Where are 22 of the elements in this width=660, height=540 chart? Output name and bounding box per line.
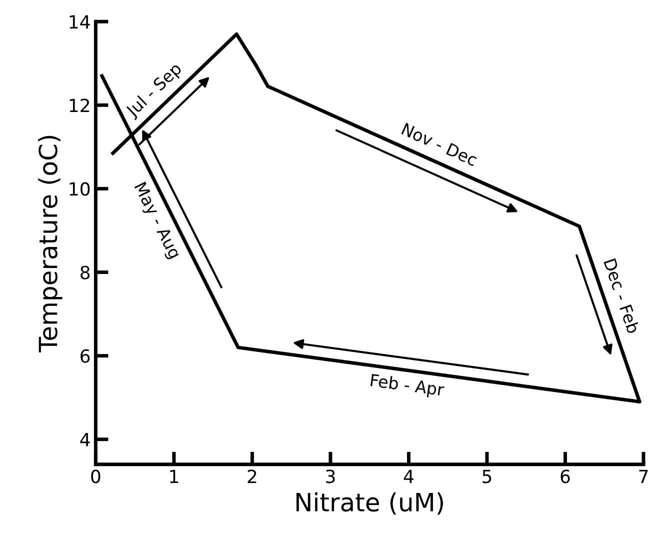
x-tick-label: 1 [170, 470, 178, 483]
annotation: Feb - Apr [370, 373, 445, 400]
annotation: Jul - Sep [124, 61, 185, 120]
y-tick-label: 14 [70, 15, 90, 28]
y-tick-label: 8 [80, 266, 90, 280]
y-tick-label: 12 [70, 98, 90, 112]
annotation: May - Aug [131, 182, 182, 261]
y-tick-label: 4 [80, 433, 90, 446]
annotation: Nov - Dec [401, 122, 478, 166]
x-tick-label: 6 [560, 470, 570, 484]
x-tick-label: 0 [91, 470, 100, 484]
y-tick-label: 10 [70, 182, 90, 196]
annotation: Dec - Feb [604, 258, 640, 334]
x-tick-label: 5 [482, 470, 492, 484]
x-axis-title: Nitrate (uM) [296, 492, 443, 515]
x-tick-label: 4 [404, 470, 414, 483]
x-tick-label: 2 [248, 470, 256, 483]
x-tick-label: 7 [639, 470, 648, 483]
y-axis-title: Temperature (oC) [38, 136, 62, 352]
x-tick-label: 3 [326, 470, 335, 484]
y-tick-label: 6 [80, 349, 90, 363]
line-series [100, 32, 642, 404]
